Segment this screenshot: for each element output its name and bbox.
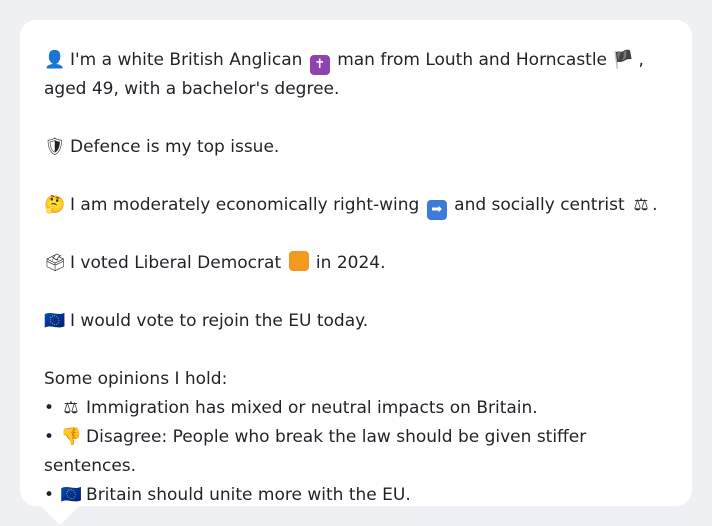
scales-icon: ⚖ — [633, 195, 649, 215]
intro-text: 👤 I'm a white British Anglican ✝ man from… — [44, 46, 668, 104]
thumbs-down-icon: 👎 — [60, 427, 82, 447]
list-item: • 🇪🇺 Britain should unite more with the EU… — [44, 481, 668, 510]
cross-icon: ✝ — [309, 55, 330, 75]
opinions-list: • ⚖ Immigration has mixed or neutral impac… — [44, 394, 668, 510]
message-bubble: 👤 I'm a white British Anglican ✝ man from… — [20, 20, 692, 506]
vote-text: 🗳 I voted Liberal Democrat in 2024. — [44, 249, 668, 278]
eu-statement: I would vote to rejoin the EU today. — [70, 311, 369, 331]
eu-text: 🇪🇺 I would vote to rejoin the EU today. — [44, 307, 668, 336]
list-item: • ⚖ Immigration has mixed or neutral impac… — [44, 394, 668, 423]
list-item: • 👎 Disagree: People who break the law sho… — [44, 423, 668, 481]
thinking-icon: 🤔 — [44, 195, 66, 215]
england-flag-icon: 🏴 — [612, 50, 635, 70]
bullet: • — [44, 427, 55, 447]
econ-before: I am moderately economically right-wing — [70, 195, 420, 215]
person-icon: 👤 — [44, 50, 66, 70]
right-arrow-icon: ➡ — [426, 200, 447, 220]
opinions-title: Some opinions I hold: — [44, 369, 228, 389]
vote-after: in 2024. — [315, 253, 386, 273]
econ-end: . — [652, 195, 658, 215]
bullet: • — [44, 398, 55, 418]
opinion-text: Immigration has mixed or neutral impacts… — [86, 398, 538, 418]
economic-text: 🤔 I am moderately economically right-wing… — [44, 191, 668, 220]
econ-after: and socially centrist — [454, 195, 625, 215]
top-issue-text: 🛡 Defence is my top issue. — [44, 133, 668, 162]
intro-before: I'm a white British Anglican — [70, 50, 303, 70]
intro-mid: man from Louth and Horncastle — [337, 50, 608, 70]
orange-square-icon — [288, 251, 309, 271]
scales-icon: ⚖ — [63, 398, 79, 418]
eu-flag-icon: 🇪🇺 — [44, 311, 66, 331]
ballot-icon: 🗳 — [44, 253, 66, 273]
eu-flag-icon: 🇪🇺 — [60, 485, 82, 505]
vote-before: I voted Liberal Democrat — [70, 253, 282, 273]
bullet: • — [44, 485, 55, 505]
opinion-text: Britain should unite more with the EU. — [86, 485, 411, 505]
intro-after: , aged 49, with a bachelor's degree. — [44, 50, 644, 99]
opinion-text: Disagree: People who break the law shoul… — [44, 427, 587, 476]
shield-icon: 🛡 — [44, 137, 66, 157]
bubble-tail — [40, 505, 80, 525]
top-issue: Defence is my top issue. — [70, 137, 280, 157]
